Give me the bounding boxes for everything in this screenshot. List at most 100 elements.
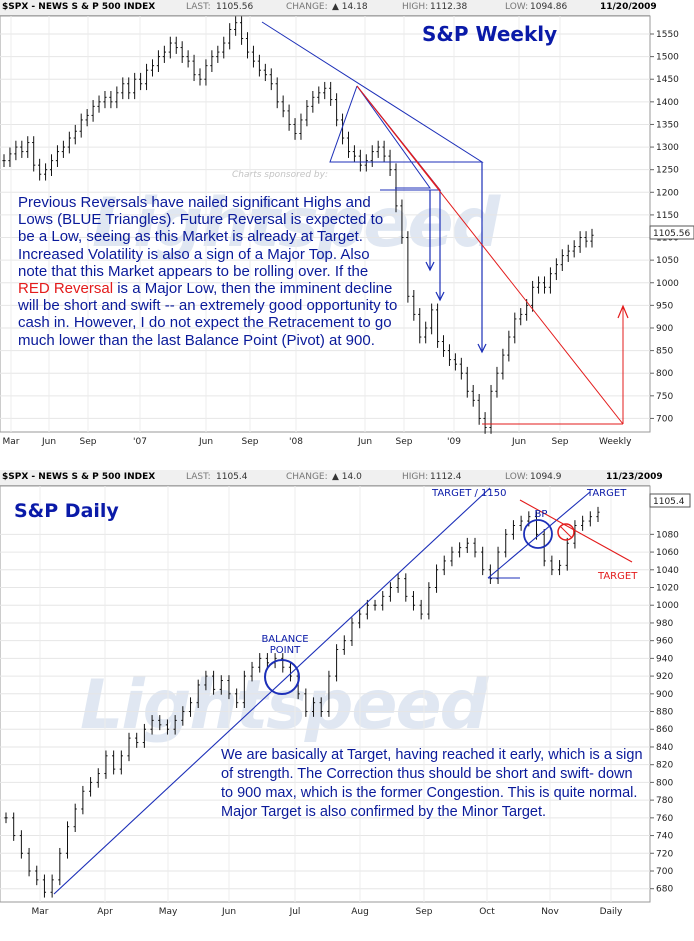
y-tick-label: 1060 xyxy=(656,548,679,558)
blue-triangle-3 xyxy=(356,85,431,189)
x-tick-label: Daily xyxy=(600,907,623,917)
daily-low-label: LOW: xyxy=(505,472,529,482)
y-tick-label: 940 xyxy=(656,654,673,664)
weekly-note-part2: is a Major Low, then the imminent declin… xyxy=(18,280,398,349)
weekly-period-label: Weekly xyxy=(599,437,632,447)
blue-down-arrow xyxy=(425,261,435,272)
target-red-label: TARGET xyxy=(597,571,638,582)
x-tick-label: Jun xyxy=(41,437,56,447)
daily-title: S&P Daily xyxy=(14,500,119,522)
weekly-price-badge-box xyxy=(649,225,694,240)
y-tick-label: 1250 xyxy=(656,166,679,176)
x-tick-label: Apr xyxy=(97,907,113,917)
y-tick-label: 840 xyxy=(656,743,673,753)
x-tick-label: Sep xyxy=(552,437,569,447)
x-tick-label: Jul xyxy=(289,907,301,917)
x-tick-label: '08 xyxy=(289,437,303,447)
weekly-date: 11/20/2009 xyxy=(600,2,657,12)
y-tick-label: 1200 xyxy=(656,188,679,198)
y-tick-label: 950 xyxy=(656,301,673,311)
y-tick-label: 800 xyxy=(656,369,673,379)
daily-price-badge: 1105.4 xyxy=(653,497,685,507)
y-tick-label: 700 xyxy=(656,414,673,424)
y-tick-label: 1300 xyxy=(656,143,679,153)
y-tick-label: 1150 xyxy=(656,211,679,221)
x-tick-label: Sep xyxy=(416,907,433,917)
y-tick-label: 1000 xyxy=(656,279,679,289)
x-tick-label: Mar xyxy=(32,907,49,917)
weekly-last-value: 1105.56 xyxy=(216,2,254,12)
balance-point-label-line2: POINT xyxy=(270,645,301,656)
red-reversal-line xyxy=(356,85,624,425)
balance-point-label-line1: BALANCE xyxy=(261,634,308,645)
weekly-symbol: $SPX - NEWS S & P 500 INDEX xyxy=(2,2,156,12)
y-tick-label: 1000 xyxy=(656,601,679,611)
weekly-sponsor-text: Charts sponsored by: xyxy=(232,170,328,180)
weekly-low-value: 1094.86 xyxy=(530,2,568,12)
y-tick-label: 1400 xyxy=(656,98,679,108)
daily-low-value: 1094.9 xyxy=(530,472,562,482)
y-tick-label: 920 xyxy=(656,672,673,682)
y-tick-label: 750 xyxy=(656,392,673,402)
y-tick-label: 1450 xyxy=(656,75,679,85)
daily-chart-svg: 680 700 720 740 760 780 800 820 840 860 880 900 920 9… xyxy=(0,485,691,917)
target-top-label: TARGET xyxy=(586,488,627,499)
x-tick-label: Nov xyxy=(541,907,559,917)
red-reversal-line-inner xyxy=(356,85,441,191)
red-target-line xyxy=(519,499,633,563)
daily-last-value: 1105.4 xyxy=(216,472,248,482)
x-tick-label: '07 xyxy=(133,437,147,447)
balance-point-circle xyxy=(264,659,300,695)
weekly-high-value: 1112.38 xyxy=(430,2,468,12)
x-tick-label: Jun xyxy=(357,437,372,447)
y-tick-label: 700 xyxy=(656,867,673,877)
y-tick-label: 900 xyxy=(656,324,673,334)
daily-change-value: ▲ 14.0 xyxy=(332,472,362,482)
y-tick-label: 800 xyxy=(656,778,673,788)
daily-symbol: $SPX - NEWS S & P 500 INDEX xyxy=(2,472,156,482)
weekly-note: Previous Reversals have nailed significa… xyxy=(18,194,400,349)
x-tick-label: Sep xyxy=(396,437,413,447)
weekly-high-label: HIGH: xyxy=(402,2,429,12)
red-reversal-cross xyxy=(559,525,573,539)
daily-date: 11/23/2009 xyxy=(606,472,663,482)
x-tick-label: Jun xyxy=(511,437,526,447)
y-tick-label: 860 xyxy=(656,725,673,735)
x-tick-label: Sep xyxy=(80,437,97,447)
x-tick-label: Sep xyxy=(242,437,259,447)
y-tick-label: 720 xyxy=(656,849,673,859)
blue-triangle-1 xyxy=(261,21,484,163)
y-tick-label: 900 xyxy=(656,690,673,700)
daily-note: We are basically at Target, having reach… xyxy=(221,747,643,820)
y-tick-label: 760 xyxy=(656,814,673,824)
weekly-chart-header: $SPX - NEWS S & P 500 INDEX LAST: 1105.5… xyxy=(0,0,657,16)
daily-high-value: 1112.4 xyxy=(430,472,462,482)
x-tick-label: Oct xyxy=(479,907,495,917)
y-tick-label: 780 xyxy=(656,796,673,806)
x-tick-label: Aug xyxy=(351,907,369,917)
y-tick-label: 1350 xyxy=(656,120,679,130)
y-tick-label: 980 xyxy=(656,619,673,629)
y-tick-label: 1040 xyxy=(656,566,679,576)
weekly-note-red-reversal: RED Reversal xyxy=(18,280,114,298)
daily-change-label: CHANGE: xyxy=(286,472,328,482)
y-tick-label: 960 xyxy=(656,637,673,647)
y-tick-label: 1500 xyxy=(656,53,679,63)
y-tick-label: 1050 xyxy=(656,256,679,266)
daily-chart-panel: $SPX - NEWS S & P 500 INDEX LAST: 1105.4… xyxy=(0,470,694,941)
weekly-price-badge: 1105.56 xyxy=(653,229,690,239)
y-tick-label: 850 xyxy=(656,347,673,357)
daily-price-badge-box xyxy=(649,493,691,508)
blue-down-arrow xyxy=(477,343,487,354)
y-tick-label: 1080 xyxy=(656,530,679,540)
bp-circle xyxy=(523,519,553,549)
blue-down-arrow xyxy=(435,291,445,302)
weekly-change-label: CHANGE: xyxy=(286,2,328,12)
weekly-chart-panel: $SPX - NEWS S & P 500 INDEX LAST: 1105.5… xyxy=(0,0,694,451)
y-tick-label: 1020 xyxy=(656,584,679,594)
daily-last-label: LAST: xyxy=(186,472,211,482)
x-tick-label: '09 xyxy=(447,437,461,447)
target-1150-label: TARGET / 1150 xyxy=(431,488,506,499)
bp-label: BP xyxy=(535,509,548,520)
x-tick-label: Jun xyxy=(221,907,236,917)
